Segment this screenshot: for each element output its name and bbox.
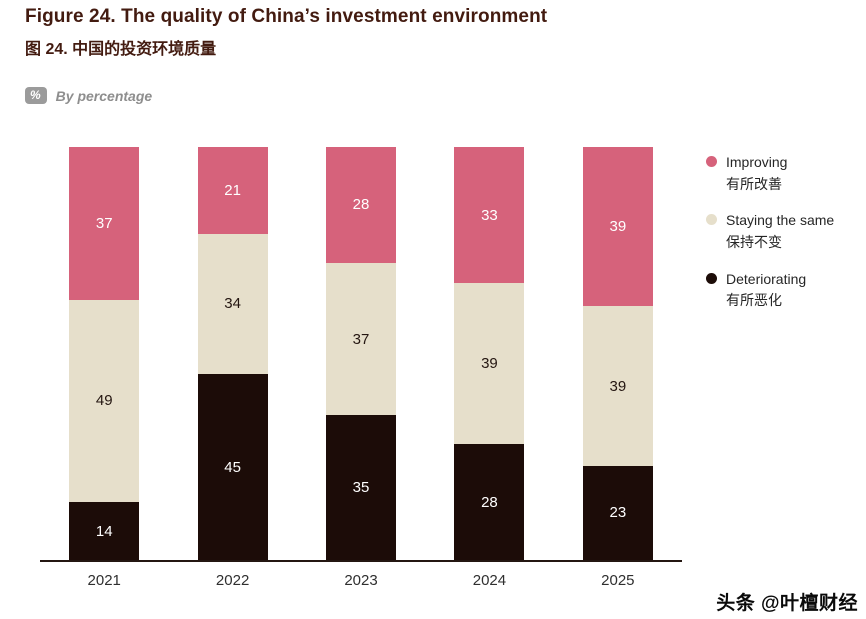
plot-area: 37 49 14 21 34 45 28 37 35 33 39 28 39 39 23: [40, 147, 682, 562]
segment-value-label: 45: [224, 458, 241, 476]
stacked-bar-2023: 28 37 35: [326, 147, 397, 560]
segment-value-label: 39: [481, 355, 498, 373]
segment-deteriorating-2023: 35: [326, 415, 397, 560]
percent-badge-icon: %: [25, 87, 47, 104]
segment-value-label: 39: [609, 218, 627, 236]
bar-column-2024: 33 39 28: [425, 147, 553, 560]
segment-staying-the-same-2024: 39: [454, 283, 525, 445]
legend-label-deteriorating: Deteriorating 有所恶化: [726, 269, 806, 312]
segment-improving-2021: 37: [69, 147, 140, 300]
legend-label-en: Staying the same: [726, 212, 835, 229]
segment-value-label: 23: [609, 504, 627, 522]
legend-dot-deteriorating: [706, 272, 717, 284]
x-axis-label-2025: 2025: [601, 572, 635, 589]
segment-improving-2024: 33: [454, 147, 525, 284]
legend-item-staying-the-same: Staying the same 保持不变: [706, 210, 834, 253]
legend-label-staying-the-same: Staying the same 保持不变: [726, 210, 834, 253]
segment-value-label: 21: [224, 181, 241, 199]
legend: Improving 有所改善 Staying the same 保持不变 Deterio…: [706, 152, 834, 312]
segment-staying-the-same-2022: 34: [197, 233, 268, 375]
segment-value-label: 33: [481, 206, 498, 224]
stacked-bar-2025: 39 39 23: [582, 147, 653, 560]
segment-value-label: 39: [609, 377, 627, 395]
segment-improving-2025: 39: [582, 147, 653, 307]
bar-column-2025: 39 39 23: [554, 147, 682, 560]
x-axis-label-2024: 2024: [472, 572, 507, 589]
stacked-bar-2022: 21 34 45: [197, 147, 268, 560]
legend-label-en: Deteriorating: [726, 270, 807, 287]
figure-title-zh: 图 24. 中国的投资环境质量: [25, 41, 217, 58]
legend-dot-improving: [706, 156, 717, 167]
segment-value-label: 28: [352, 196, 370, 214]
unit-row: % By percentage: [25, 87, 152, 104]
bar-column-2022: 21 34 45: [168, 147, 296, 560]
segment-deteriorating-2025: 23: [582, 465, 653, 560]
bar-column-2021: 37 49 14: [40, 147, 168, 560]
bar-column-2023: 28 37 35: [297, 147, 425, 560]
legend-label-zh: 保持不变: [726, 234, 782, 251]
legend-dot-staying-the-same: [706, 214, 717, 226]
legend-label-zh: 有所改善: [726, 175, 782, 192]
segment-staying-the-same-2025: 39: [582, 306, 653, 466]
x-axis-label-2023: 2023: [344, 572, 378, 589]
segment-staying-the-same-2023: 37: [326, 262, 397, 416]
x-axis-label-2021: 2021: [87, 572, 121, 589]
segment-deteriorating-2021: 14: [69, 502, 140, 560]
legend-item-improving: Improving 有所改善: [706, 152, 834, 195]
figure-header: Figure 24. The quality of China’s invest…: [25, 6, 547, 59]
legend-label-improving: Improving 有所改善: [726, 152, 787, 195]
segment-value-label: 35: [352, 479, 370, 497]
segment-value-label: 37: [95, 214, 113, 232]
legend-item-deteriorating: Deteriorating 有所恶化: [706, 269, 834, 312]
legend-label-zh: 有所恶化: [726, 292, 782, 309]
stacked-bar-2024: 33 39 28: [454, 147, 525, 560]
x-axis-label-2022: 2022: [215, 572, 250, 589]
segment-deteriorating-2024: 28: [454, 444, 525, 560]
segment-improving-2023: 28: [326, 147, 397, 263]
x-axis-labels: 2021 2022 2023 2024 2025: [40, 572, 682, 589]
unit-label: By percentage: [55, 87, 153, 104]
segment-value-label: 37: [352, 330, 370, 348]
segment-value-label: 34: [224, 295, 241, 313]
figure-title-en: Figure 24. The quality of China’s invest…: [25, 6, 548, 27]
segment-value-label: 49: [95, 392, 113, 410]
segment-deteriorating-2022: 45: [197, 374, 268, 560]
watermark: 头条 @叶檀财经: [716, 593, 858, 614]
stacked-bar-2021: 37 49 14: [69, 147, 140, 560]
segment-value-label: 14: [95, 522, 113, 540]
segment-improving-2022: 21: [197, 147, 268, 234]
segment-staying-the-same-2021: 49: [69, 299, 140, 503]
segment-value-label: 28: [481, 493, 498, 511]
legend-label-en: Improving: [726, 154, 788, 170]
